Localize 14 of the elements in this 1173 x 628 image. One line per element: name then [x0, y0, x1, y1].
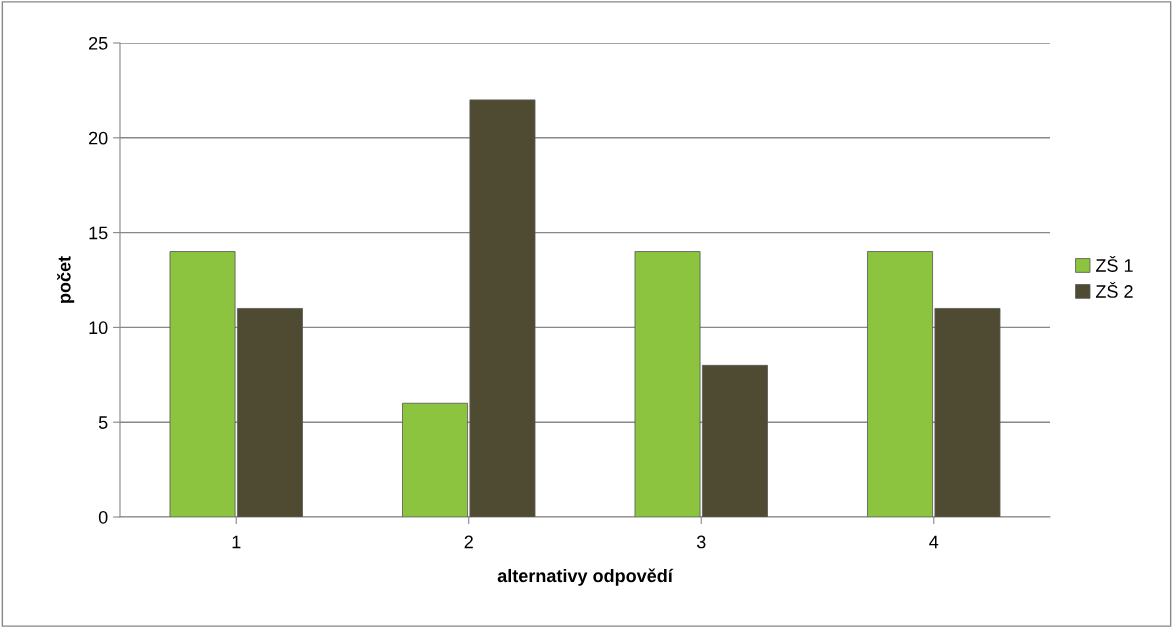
legend-label: ZŠ 1: [1095, 255, 1133, 272]
y-tick-label: 15: [89, 226, 108, 240]
y-tick-label: 25: [89, 36, 108, 50]
y-axis-title: počet: [57, 256, 75, 303]
x-axis-title: alternativy odpovědí: [497, 568, 674, 586]
x-tick-label: 4: [929, 535, 939, 549]
x-tick-label: 1: [232, 535, 241, 549]
legend-label: ZŠ 2: [1095, 281, 1133, 298]
x-tick-label: 3: [696, 535, 706, 549]
y-tick-label: 0: [98, 510, 108, 524]
x-tick-label: 2: [464, 535, 473, 549]
y-tick-label: 5: [98, 416, 108, 429]
y-tick-label: 10: [89, 321, 108, 335]
y-tick-label: 20: [89, 131, 108, 145]
